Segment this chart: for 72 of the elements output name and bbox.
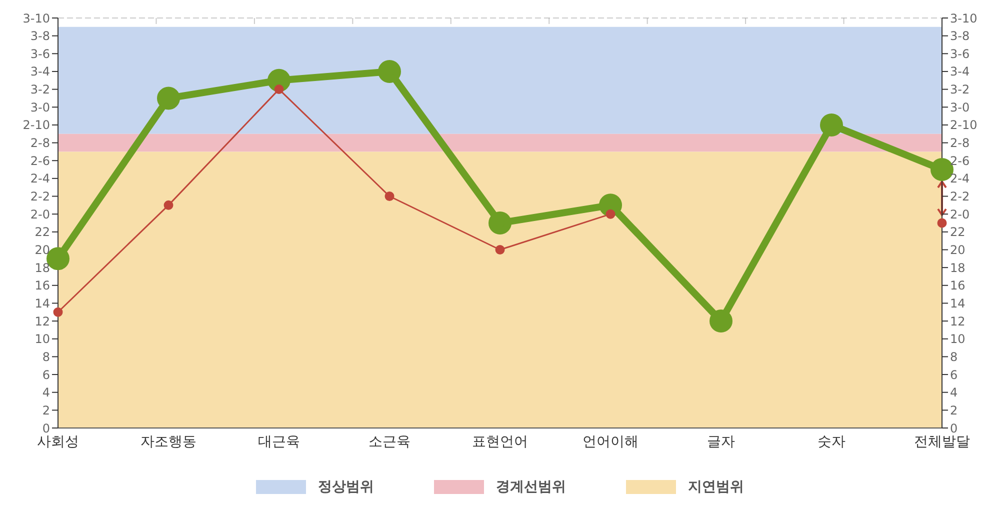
y2-tick-label: 4 xyxy=(950,386,958,400)
y2-tick-label: 2 xyxy=(950,403,958,418)
y-tick-label: 22 xyxy=(34,225,50,240)
y2-tick-label: 6 xyxy=(950,368,958,382)
y2-tick-label: 2-8 xyxy=(950,136,970,150)
y2-tick-label: 10 xyxy=(950,332,966,346)
y-tick-label: 18 xyxy=(34,260,50,275)
y-tick-label: 2 xyxy=(42,403,50,418)
y-tick-label: 3-0 xyxy=(30,100,50,114)
x-tick-label: 글자 xyxy=(707,434,735,450)
y-tick-label: 14 xyxy=(34,296,50,310)
y-tick-label: 10 xyxy=(34,332,50,346)
y2-tick-label: 2-2 xyxy=(950,190,970,204)
y-tick-label: 0 xyxy=(42,421,50,436)
y2-tick-label: 3-0 xyxy=(950,100,970,114)
point xyxy=(937,218,947,228)
y-tick-label: 12 xyxy=(34,314,50,328)
y-tick-label: 3-8 xyxy=(30,29,50,44)
y2-tick-label: 2-6 xyxy=(950,154,970,168)
y-tick-label: 3-2 xyxy=(30,82,50,97)
point xyxy=(53,307,63,317)
y-tick-label: 8 xyxy=(42,350,50,364)
point xyxy=(384,192,394,202)
legend-label: 지연범위 xyxy=(688,478,744,496)
y-tick-label: 2-2 xyxy=(30,190,50,204)
y2-tick-label: 14 xyxy=(950,296,966,310)
point xyxy=(274,84,284,94)
y-tick-label: 3-6 xyxy=(30,46,50,61)
point xyxy=(378,60,401,83)
y2-tick-label: 3-10 xyxy=(950,11,978,26)
y-tick-label: 2-10 xyxy=(22,118,50,132)
x-tick-label: 사회성 xyxy=(37,434,79,450)
y-tick-label: 4 xyxy=(42,386,50,400)
y2-tick-label: 12 xyxy=(950,314,966,328)
y2-tick-label: 2-10 xyxy=(950,118,978,132)
point xyxy=(488,212,512,234)
point xyxy=(164,200,174,210)
y2-tick-label: 2-4 xyxy=(950,172,970,186)
x-tick-label: 전체발달 xyxy=(914,434,970,450)
y-tick-label: 2-4 xyxy=(30,172,50,186)
x-tick-label: 숫자 xyxy=(818,434,846,450)
point xyxy=(157,86,180,110)
y2-tick-label: 16 xyxy=(950,278,966,293)
y2-tick-label: 3-8 xyxy=(950,29,970,44)
point xyxy=(820,113,843,136)
y-tick-label: 16 xyxy=(34,278,50,293)
y-tick-label: 3-4 xyxy=(30,64,50,79)
y2-tick-label: 22 xyxy=(950,225,966,240)
y2-tick-label: 20 xyxy=(950,243,966,257)
x-tick-label: 표현언어 xyxy=(472,434,528,450)
y-tick-label: 6 xyxy=(42,368,50,382)
y-tick-label: 2-8 xyxy=(30,136,50,150)
x-tick-label: 자조행동 xyxy=(140,434,196,450)
point xyxy=(710,310,732,333)
y-tick-label: 20 xyxy=(34,243,50,257)
legend-label: 경계선범위 xyxy=(496,478,566,496)
x-tick-label: 언어이해 xyxy=(582,434,638,450)
y2-tick-label: 18 xyxy=(950,260,966,275)
y2-tick-label: 3-2 xyxy=(950,82,970,97)
y-tick-label: 2-0 xyxy=(30,207,50,222)
y2-tick-label: 8 xyxy=(950,350,958,364)
legend-label: 정상범위 xyxy=(318,478,374,496)
y2-tick-label: 3-4 xyxy=(950,64,970,79)
y-tick-label: 3-10 xyxy=(22,11,50,26)
x-tick-label: 대근육 xyxy=(258,434,300,450)
y2-tick-label: 0 xyxy=(950,421,958,436)
point xyxy=(495,244,505,254)
y2-tick-label: 3-6 xyxy=(950,46,970,61)
x-tick-label: 소근육 xyxy=(368,434,410,450)
point xyxy=(606,209,616,219)
y2-tick-label: 2-0 xyxy=(950,207,970,222)
y-tick-label: 2-6 xyxy=(30,154,50,168)
